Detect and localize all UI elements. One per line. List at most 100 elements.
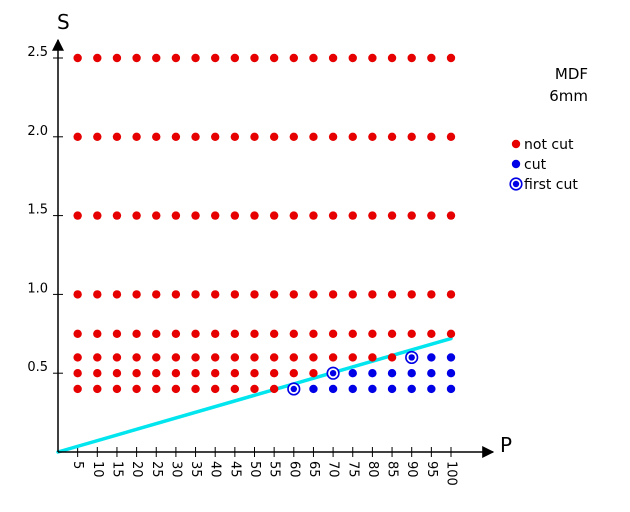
point-not-cut bbox=[387, 290, 397, 299]
boundary-line bbox=[56, 336, 453, 454]
point-not-cut bbox=[368, 211, 377, 220]
point-not-cut bbox=[407, 53, 416, 63]
annotation-group: MDF 6mm bbox=[549, 65, 588, 105]
legend-label: first cut bbox=[524, 177, 578, 193]
point-not-cut bbox=[289, 290, 298, 299]
point-not-cut bbox=[211, 384, 220, 394]
point-not-cut bbox=[250, 369, 259, 378]
point-not-cut bbox=[230, 211, 240, 220]
points-group bbox=[73, 53, 456, 396]
point-not-cut bbox=[112, 353, 122, 362]
point-not-cut bbox=[348, 132, 357, 141]
point-not-cut bbox=[73, 369, 82, 378]
point-not-cut bbox=[211, 290, 220, 299]
point-not-cut bbox=[328, 53, 338, 63]
point-cut bbox=[427, 384, 436, 394]
point-not-cut bbox=[250, 353, 259, 362]
point-not-cut bbox=[152, 353, 161, 362]
point-not-cut bbox=[309, 53, 318, 63]
tick-group: 5 10 15 20 25 30 35 40 45 50 55 60 65 70 75 80 85 90 95 100… bbox=[27, 45, 458, 486]
point-not-cut bbox=[152, 211, 161, 220]
point-not-cut bbox=[269, 353, 279, 362]
point-not-cut bbox=[309, 353, 318, 362]
point-cut bbox=[348, 369, 357, 378]
point-not-cut bbox=[427, 53, 436, 63]
point-not-cut bbox=[269, 290, 279, 299]
point-not-cut bbox=[132, 353, 141, 362]
legend-label: not cut bbox=[524, 137, 574, 153]
point-not-cut bbox=[348, 53, 357, 63]
legend-label: cut bbox=[524, 157, 547, 173]
point-not-cut bbox=[211, 369, 220, 378]
point-not-cut bbox=[211, 211, 220, 220]
point-not-cut bbox=[132, 132, 141, 141]
point-not-cut bbox=[230, 329, 240, 338]
point-cut bbox=[368, 369, 377, 378]
annotation-line: MDF bbox=[555, 65, 588, 83]
point-first-cut-core bbox=[408, 354, 415, 361]
point-not-cut bbox=[446, 329, 456, 338]
x-tick-label: 10 bbox=[90, 461, 105, 478]
point-not-cut bbox=[407, 290, 416, 299]
point-not-cut bbox=[211, 132, 220, 141]
point-not-cut bbox=[348, 211, 357, 220]
y-tick-label: 2.0 bbox=[27, 124, 48, 139]
point-not-cut bbox=[230, 384, 240, 394]
point-not-cut bbox=[387, 353, 397, 362]
x-tick-label: 45 bbox=[227, 461, 242, 478]
x-tick-label: 100 bbox=[444, 461, 459, 486]
x-tick-label: 30 bbox=[168, 461, 183, 478]
point-not-cut bbox=[387, 329, 397, 338]
annotation-line: 6mm bbox=[549, 87, 588, 105]
point-not-cut bbox=[152, 290, 161, 299]
point-not-cut bbox=[368, 329, 377, 338]
point-not-cut bbox=[93, 369, 102, 378]
point-not-cut bbox=[348, 353, 357, 362]
point-not-cut bbox=[191, 132, 200, 141]
point-not-cut bbox=[171, 329, 181, 338]
point-not-cut bbox=[112, 369, 122, 378]
x-tick-label: 90 bbox=[404, 461, 419, 478]
x-tick-label: 55 bbox=[267, 461, 282, 478]
point-not-cut bbox=[309, 211, 318, 220]
point-not-cut bbox=[211, 53, 220, 63]
x-tick-label: 15 bbox=[109, 461, 124, 478]
x-tick-label: 20 bbox=[129, 461, 144, 478]
point-not-cut bbox=[407, 329, 416, 338]
point-not-cut bbox=[250, 290, 259, 299]
x-axis-label: P bbox=[500, 433, 512, 457]
point-not-cut bbox=[446, 132, 456, 141]
point-not-cut bbox=[73, 353, 82, 362]
point-not-cut bbox=[93, 211, 102, 220]
point-not-cut bbox=[230, 132, 240, 141]
x-tick-label: 25 bbox=[149, 461, 164, 478]
point-first-cut-core bbox=[329, 370, 337, 377]
point-not-cut bbox=[427, 132, 436, 141]
point-not-cut bbox=[289, 53, 298, 63]
point-not-cut bbox=[250, 329, 259, 338]
point-not-cut bbox=[171, 369, 181, 378]
point-not-cut bbox=[269, 384, 279, 394]
point-not-cut bbox=[171, 353, 181, 362]
point-cut bbox=[328, 384, 338, 394]
point-not-cut bbox=[152, 384, 161, 394]
point-not-cut bbox=[250, 132, 259, 141]
point-not-cut bbox=[309, 329, 318, 338]
point-not-cut bbox=[211, 353, 220, 362]
point-not-cut bbox=[289, 353, 298, 362]
point-cut bbox=[387, 369, 397, 378]
point-not-cut bbox=[348, 329, 357, 338]
point-cut bbox=[309, 384, 318, 394]
point-not-cut bbox=[427, 329, 436, 338]
point-not-cut bbox=[112, 211, 122, 220]
x-tick-label: 65 bbox=[306, 461, 321, 478]
point-not-cut bbox=[191, 211, 200, 220]
point-not-cut bbox=[427, 211, 436, 220]
point-not-cut bbox=[328, 211, 338, 220]
x-tick-label: 5 bbox=[70, 461, 85, 469]
point-not-cut bbox=[250, 53, 259, 63]
point-not-cut bbox=[446, 290, 456, 299]
point-not-cut bbox=[152, 53, 161, 63]
point-not-cut bbox=[230, 290, 240, 299]
